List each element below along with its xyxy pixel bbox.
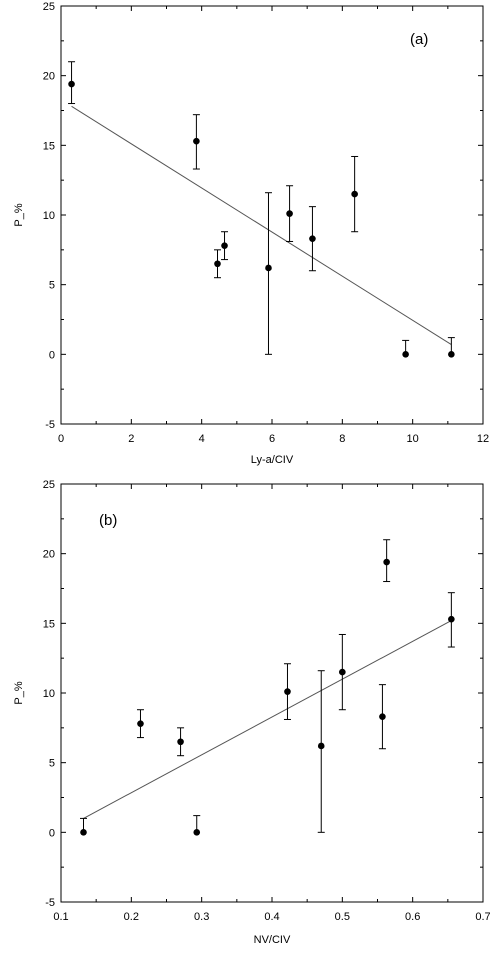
fit-line [71,105,452,346]
y-tick-label: 5 [49,280,55,292]
y-tick-label: 0 [49,349,55,361]
data-points [80,539,455,836]
y-tick-label: 20 [43,549,55,561]
y-tick-label: 15 [43,140,55,152]
x-tick-label: 12 [477,433,489,445]
data-point [448,351,455,358]
chart-panel-b: 0.1 0.2 0.3 0.4 0.5 0.6 0.7 -5 0 5 10 15 20 25 (b) NV… [13,479,490,946]
x-tick-label: 0.2 [124,911,139,923]
y-tick-label: 25 [43,479,55,491]
x-tick-label: 0 [58,433,64,445]
data-point [284,688,291,695]
panel-label: (a) [410,31,428,48]
data-point [265,264,272,272]
data-point [193,137,200,145]
y-axis-label: P_% [13,203,25,226]
plot-frame [60,5,484,425]
y-axis-label: P_% [13,681,25,704]
data-point [317,742,325,750]
data-point [68,80,75,88]
fit-line-group [71,105,452,346]
data-point [339,668,346,676]
x-tick-label: 0.5 [335,911,350,923]
fit-line-group [83,620,452,819]
y-tick-label: 20 [43,71,55,83]
data-point [214,260,221,268]
x-tick-label: 4 [199,433,205,445]
axis-ticks: 0.1 0.2 0.3 0.4 0.5 0.6 0.7 -5 0 5 10 15 20 25 [43,479,490,923]
y-tick-label: 10 [43,210,55,222]
x-tick-label: 2 [128,433,134,445]
data-point [221,242,228,249]
data-point [448,615,455,623]
data-point [383,558,390,566]
data-point [309,235,316,242]
data-point [286,210,293,217]
data-point [351,190,358,198]
x-tick-label: 0.3 [194,911,209,923]
plot-frame [60,483,484,903]
y-tick-label: 25 [43,1,55,13]
fit-line [83,620,452,819]
y-tick-label: 5 [49,758,55,770]
y-tick-label: -5 [45,419,55,431]
data-points [68,61,455,358]
data-point [80,829,87,836]
y-tick-label: 15 [43,618,55,630]
x-axis-label: NV/CIV [254,934,291,946]
data-point [193,829,201,836]
data-point [177,738,184,746]
y-tick-label: 10 [43,688,55,700]
data-point [402,351,409,358]
x-tick-label: 0.6 [405,911,420,923]
x-tick-label: 0.1 [53,911,68,923]
x-tick-label: 0.4 [264,911,279,923]
x-tick-label: 6 [269,433,275,445]
x-tick-label: 0.7 [475,911,490,923]
y-tick-label: 0 [49,827,55,839]
y-tick-label: -5 [45,897,55,909]
x-tick-label: 8 [339,433,345,445]
x-tick-label: 10 [407,433,419,445]
x-axis-label: Ly-a/CIV [251,454,294,466]
panel-label: (b) [99,512,117,529]
data-point [137,720,144,727]
data-point [379,713,386,720]
